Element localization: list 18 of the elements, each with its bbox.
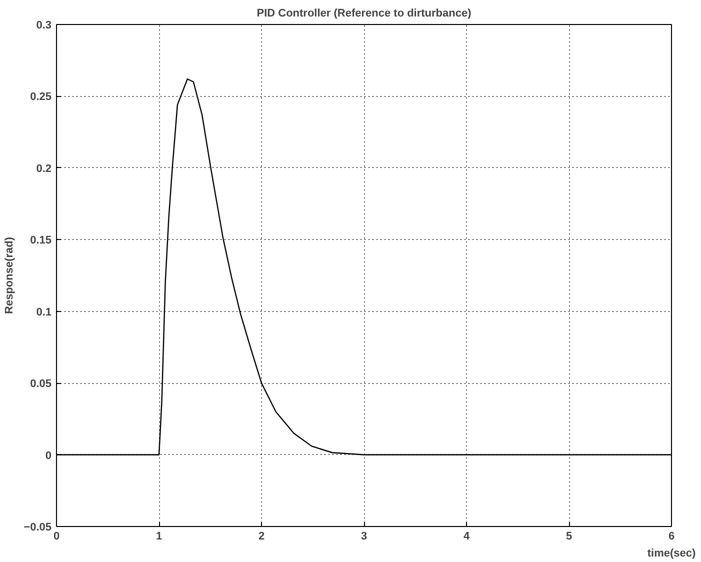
x-tick-label: 6 bbox=[668, 530, 675, 542]
y-tick-label: 0.2 bbox=[36, 162, 52, 175]
x-tick-label: 4 bbox=[463, 530, 470, 542]
y-tick-label: 0.15 bbox=[30, 234, 52, 247]
x-tick-label: 0 bbox=[53, 530, 60, 542]
y-tick-label: 0.25 bbox=[30, 91, 52, 104]
x-tick-label: 3 bbox=[360, 530, 368, 542]
x-tick-label: 1 bbox=[156, 530, 162, 542]
y-axis-title: Response(rad) bbox=[4, 236, 16, 314]
y-tick-label: 0.05 bbox=[30, 378, 52, 390]
x-tick-label: 2 bbox=[258, 530, 265, 542]
y-tick-label: 0.1 bbox=[36, 306, 52, 318]
y-tick-label: −0.05 bbox=[24, 522, 52, 534]
y-tick-label: 0 bbox=[45, 450, 52, 462]
x-axis-title: time(sec) bbox=[647, 548, 696, 560]
x-tick-label: 5 bbox=[566, 530, 572, 542]
y-tick-label: 0.3 bbox=[36, 20, 52, 32]
chart-title: PID Controller (Reference to dirturbance) bbox=[256, 8, 472, 20]
